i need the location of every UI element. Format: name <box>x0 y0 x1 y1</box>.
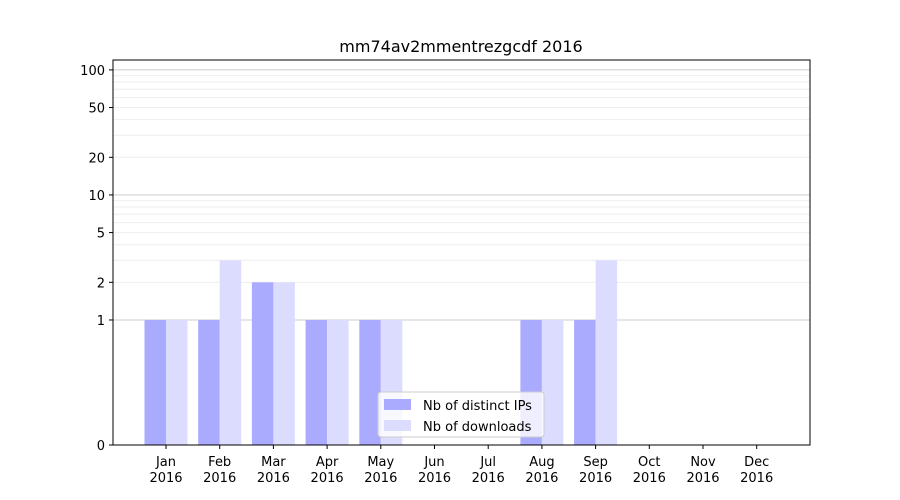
bar-ips <box>305 319 328 445</box>
bar-ips <box>359 319 381 445</box>
plot-frame <box>112 59 811 446</box>
bar-ips <box>198 319 220 445</box>
x-tick-label: Jan 2016 <box>149 455 182 486</box>
bar-downloads <box>219 260 242 445</box>
y-tick-label: 20 <box>88 151 105 166</box>
bar-downloads <box>327 319 349 445</box>
x-tick-label: Aug 2016 <box>525 455 558 486</box>
x-tick-label: Feb 2016 <box>203 455 236 486</box>
bar-ips <box>144 319 166 445</box>
y-tick-label: 50 <box>88 102 105 117</box>
bar-downloads <box>166 319 188 445</box>
x-tick-label: May 2016 <box>364 455 397 486</box>
legend-label: Nb of downloads <box>423 420 532 435</box>
bar-downloads <box>595 260 618 445</box>
y-tick-label: 10 <box>88 189 105 204</box>
bar-ips <box>251 282 274 445</box>
legend-swatch <box>384 399 411 410</box>
legend-box <box>377 391 545 438</box>
x-tick-label: Nov 2016 <box>686 455 719 486</box>
bar-ips <box>574 319 596 445</box>
legend-label: Nb of distinct IPs <box>423 399 532 414</box>
x-tick-label: Dec 2016 <box>740 455 773 486</box>
x-tick-label: Oct 2016 <box>633 455 666 486</box>
x-tick-label: Jun 2016 <box>418 455 451 486</box>
bar-downloads <box>541 319 564 445</box>
legend: Nb of distinct IPs Nb of downloads <box>377 391 545 438</box>
x-axis: Jan 2016 Feb 2016 Mar 2016 Apr 2016 May 2016 Jun 20… <box>149 445 773 486</box>
x-tick-label: Mar 2016 <box>257 455 290 486</box>
bars <box>144 260 618 445</box>
grid-lines <box>113 69 810 321</box>
x-tick-label: Apr 2016 <box>311 455 344 486</box>
y-tick-label: 1 <box>97 314 105 329</box>
bar-downloads <box>273 282 295 445</box>
y-tick-label: 2 <box>97 276 105 291</box>
legend-swatch <box>384 420 411 431</box>
y-tick-label: 5 <box>97 227 105 242</box>
x-tick-label: Sep 2016 <box>579 455 612 486</box>
x-tick-label: Jul 2016 <box>472 455 505 486</box>
chart-title: mm74av2mmentrezgcdf 2016 <box>339 37 582 56</box>
y-tick-label: 0 <box>97 439 105 454</box>
y-tick-label: 100 <box>80 64 105 79</box>
y-axis: 0 1 2 5 10 20 50 100 <box>80 64 113 454</box>
